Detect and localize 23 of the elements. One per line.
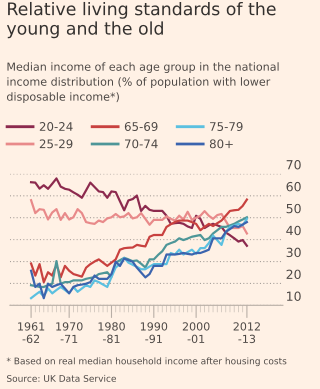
y-tick-label: 70 bbox=[286, 160, 301, 170]
y-tick-label: 10 bbox=[287, 291, 301, 301]
legend-label: 75-79 bbox=[210, 122, 243, 131]
x-tick-label: 1980 -81 bbox=[98, 322, 125, 344]
legend-label: 25-29 bbox=[40, 139, 72, 148]
chart-subtitle: Median income of each age group in the national income distribution (% of population with lower disposable income*) bbox=[7, 62, 279, 103]
x-tick-label: 2012 -13 bbox=[234, 322, 260, 344]
x-tick-label: 1961 -62 bbox=[18, 322, 44, 344]
x-tick-label: 1970 -71 bbox=[56, 322, 83, 343]
text: * Based on real median household income after housing costs bbox=[6, 357, 286, 366]
y-tick-label: 40 bbox=[286, 226, 301, 236]
x-tick-label: 1990 -91 bbox=[140, 322, 168, 344]
y-tick-label: 30 bbox=[286, 248, 301, 258]
legend-label: 70-74 bbox=[124, 139, 158, 148]
source-note: Source: UK Data Service bbox=[6, 374, 116, 382]
legend-label: 80+ bbox=[210, 139, 233, 148]
y-tick-label: 50 bbox=[286, 204, 301, 214]
legend-label: 65-69 bbox=[124, 122, 158, 131]
x-tick-label: 2000 -01 bbox=[182, 322, 210, 344]
y-tick-label: 20 bbox=[286, 270, 301, 280]
legend-label: 20-24 bbox=[40, 122, 73, 131]
y-tick-label: 60 bbox=[286, 182, 301, 192]
chart-title: Relative living standards of the young and the old bbox=[6, 2, 276, 38]
